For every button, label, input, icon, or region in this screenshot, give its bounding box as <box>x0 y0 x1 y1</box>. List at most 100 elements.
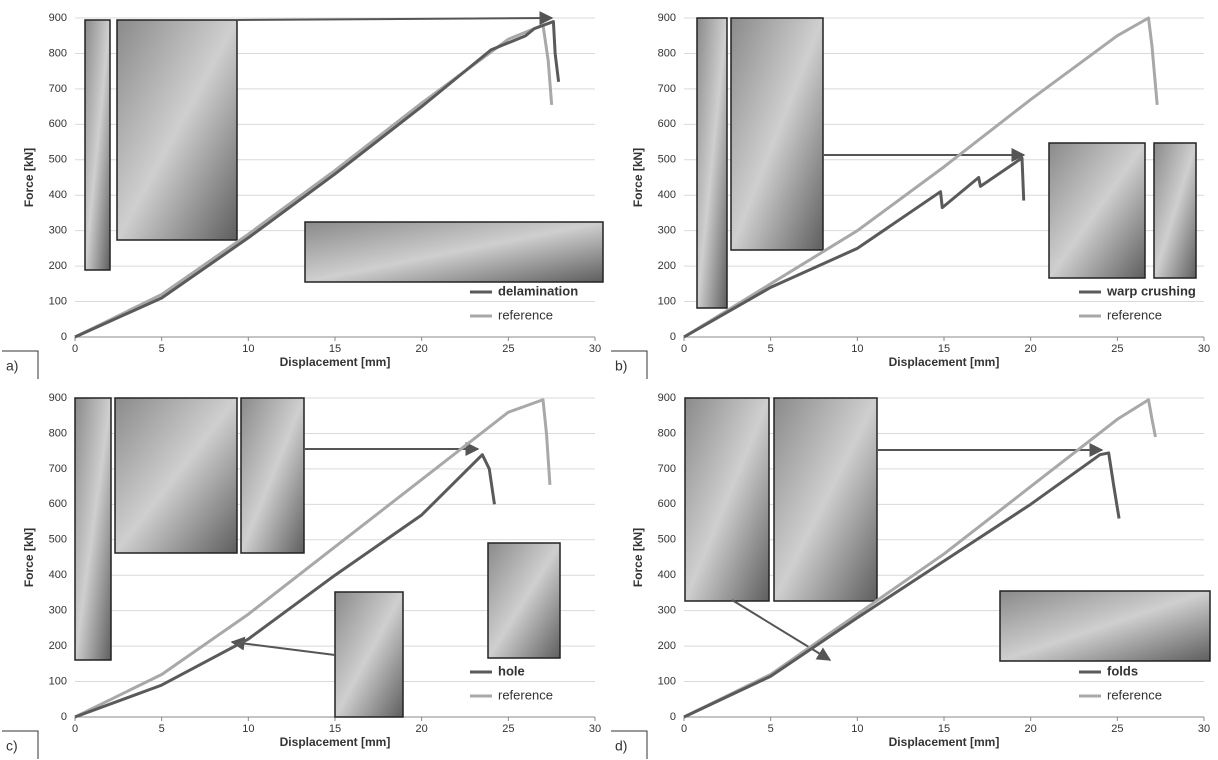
x-axis-label: Displacement [mm] <box>280 355 391 369</box>
x-tick-label: 30 <box>1198 723 1210 735</box>
photo <box>697 18 727 308</box>
y-axis-label: Force [kN] <box>631 528 645 587</box>
x-tick-label: 0 <box>681 723 687 735</box>
x-tick-label: 5 <box>159 343 165 355</box>
x-tick-label: 5 <box>768 343 774 355</box>
photo <box>85 20 110 270</box>
arrow <box>732 600 830 660</box>
y-tick-label: 200 <box>49 640 67 652</box>
x-tick-label: 20 <box>1025 343 1037 355</box>
y-tick-label: 200 <box>49 260 67 272</box>
legend-label: reference <box>498 687 553 702</box>
y-tick-label: 900 <box>49 12 67 24</box>
y-tick-label: 300 <box>49 225 67 237</box>
y-tick-label: 100 <box>49 675 67 687</box>
x-tick-label: 15 <box>329 723 341 735</box>
y-tick-label: 700 <box>49 83 67 95</box>
arrow <box>232 642 335 655</box>
y-tick-label: 200 <box>658 260 676 272</box>
photo <box>117 20 237 240</box>
photo <box>488 543 560 658</box>
photo <box>335 592 403 717</box>
x-tick-label: 25 <box>502 723 514 735</box>
y-tick-label: 300 <box>49 605 67 617</box>
y-tick-label: 400 <box>658 569 676 581</box>
legend-label: folds <box>1107 663 1138 678</box>
y-tick-label: 900 <box>658 392 676 404</box>
x-tick-label: 0 <box>681 343 687 355</box>
photo <box>75 398 111 660</box>
y-tick-label: 0 <box>670 711 676 723</box>
x-tick-label: 20 <box>416 723 428 735</box>
y-tick-label: 800 <box>49 47 67 59</box>
y-tick-label: 500 <box>49 154 67 166</box>
y-tick-label: 800 <box>49 427 67 439</box>
legend-label: reference <box>1107 307 1162 322</box>
y-tick-label: 500 <box>658 154 676 166</box>
y-tick-label: 300 <box>658 605 676 617</box>
x-tick-label: 10 <box>242 723 254 735</box>
x-tick-label: 20 <box>1025 723 1037 735</box>
y-tick-label: 400 <box>49 189 67 201</box>
y-tick-label: 800 <box>658 427 676 439</box>
x-tick-label: 25 <box>1111 343 1123 355</box>
y-tick-label: 900 <box>49 392 67 404</box>
x-axis-label: Displacement [mm] <box>280 735 391 749</box>
legend-label: hole <box>498 663 525 678</box>
legend-label: reference <box>498 307 553 322</box>
panel-label: d) <box>615 738 627 754</box>
legend-label: reference <box>1107 687 1162 702</box>
x-axis-label: Displacement [mm] <box>889 735 1000 749</box>
photo <box>1154 143 1196 278</box>
x-tick-label: 15 <box>938 343 950 355</box>
x-tick-label: 5 <box>768 723 774 735</box>
y-tick-label: 600 <box>49 498 67 510</box>
y-tick-label: 0 <box>670 331 676 343</box>
x-tick-label: 15 <box>329 343 341 355</box>
y-tick-label: 600 <box>658 118 676 130</box>
x-tick-label: 25 <box>502 343 514 355</box>
y-tick-label: 400 <box>658 189 676 201</box>
y-tick-label: 500 <box>49 534 67 546</box>
x-tick-label: 0 <box>72 723 78 735</box>
y-tick-label: 700 <box>658 463 676 475</box>
photo <box>731 18 823 250</box>
photo <box>115 398 237 553</box>
x-tick-label: 30 <box>589 343 601 355</box>
y-tick-label: 800 <box>658 47 676 59</box>
y-tick-label: 100 <box>49 295 67 307</box>
x-tick-label: 10 <box>851 723 863 735</box>
page: 0100200300400500600700800900051015202530… <box>0 0 1218 760</box>
y-tick-label: 400 <box>49 569 67 581</box>
x-tick-label: 30 <box>589 723 601 735</box>
y-tick-label: 300 <box>658 225 676 237</box>
y-axis-label: Force [kN] <box>631 148 645 207</box>
y-tick-label: 500 <box>658 534 676 546</box>
y-axis-label: Force [kN] <box>22 528 36 587</box>
y-tick-label: 700 <box>658 83 676 95</box>
x-tick-label: 10 <box>851 343 863 355</box>
photo <box>241 398 304 553</box>
x-tick-label: 20 <box>416 343 428 355</box>
legend-label: warp crushing <box>1106 283 1196 298</box>
photo <box>685 398 769 601</box>
photo <box>774 398 877 601</box>
legend-label: delamination <box>498 283 578 298</box>
x-tick-label: 15 <box>938 723 950 735</box>
x-tick-label: 25 <box>1111 723 1123 735</box>
panel-label: b) <box>615 358 627 374</box>
x-tick-label: 0 <box>72 343 78 355</box>
y-tick-label: 600 <box>658 498 676 510</box>
y-tick-label: 700 <box>49 463 67 475</box>
panel-label: a) <box>6 358 18 374</box>
y-tick-label: 200 <box>658 640 676 652</box>
x-tick-label: 5 <box>159 723 165 735</box>
y-tick-label: 0 <box>61 331 67 343</box>
photo <box>305 222 603 282</box>
y-tick-label: 0 <box>61 711 67 723</box>
y-tick-label: 100 <box>658 295 676 307</box>
photo <box>1049 143 1145 278</box>
y-tick-label: 100 <box>658 675 676 687</box>
y-axis-label: Force [kN] <box>22 148 36 207</box>
y-tick-label: 900 <box>658 12 676 24</box>
